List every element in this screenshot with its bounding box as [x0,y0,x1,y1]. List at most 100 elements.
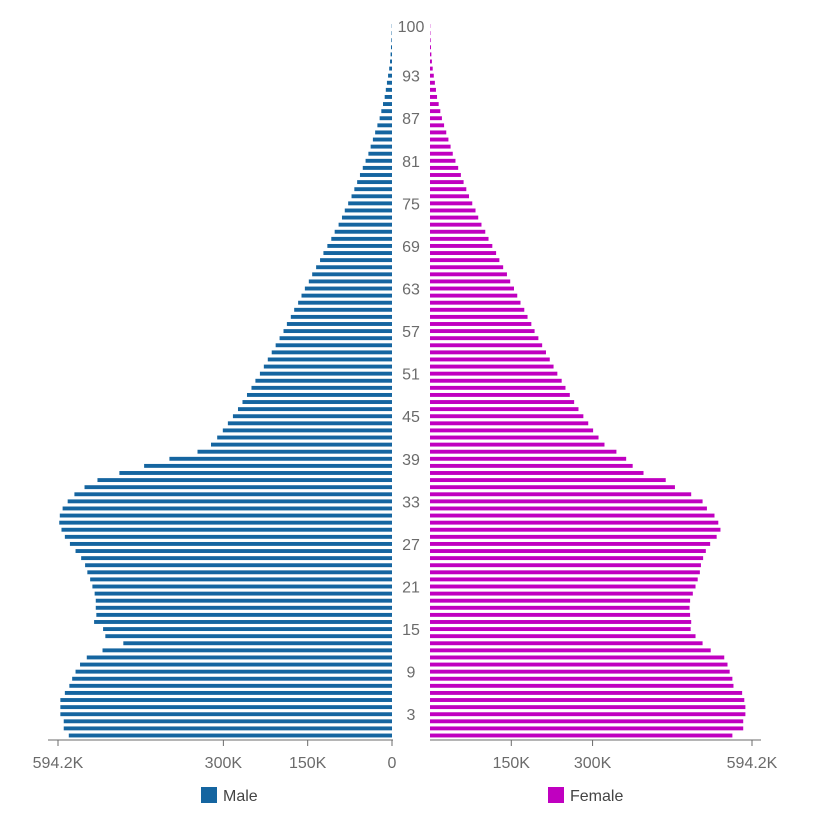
female-bar-age-92[interactable] [430,80,435,85]
female-bar-age-54[interactable] [430,350,546,355]
female-bar-age-74[interactable] [430,208,476,213]
female-bar-age-25[interactable] [430,556,704,561]
female-bar-age-83[interactable] [430,144,451,149]
female-bar-age-29[interactable] [430,527,721,532]
female-bar-age-71[interactable] [430,229,486,234]
male-bar-age-1[interactable] [63,726,392,731]
male-bar-age-56[interactable] [279,336,392,341]
male-bar-age-98[interactable] [391,38,392,43]
male-bar-age-59[interactable] [290,314,392,319]
male-bar-age-65[interactable] [312,272,392,277]
male-bar-age-73[interactable] [341,215,392,220]
male-bar-age-45[interactable] [232,414,392,419]
male-bar-age-51[interactable] [259,371,392,376]
male-bar-age-88[interactable] [381,109,392,114]
male-bar-age-97[interactable] [390,45,392,50]
legend-item-male[interactable]: Male [201,787,258,805]
male-bar-age-15[interactable] [103,627,392,632]
male-bar-age-27[interactable] [69,541,393,546]
male-bar-age-58[interactable] [286,322,392,326]
female-bar-age-86[interactable] [430,123,445,128]
female-bar-age-94[interactable] [430,66,433,71]
male-bar-age-24[interactable] [85,563,392,568]
female-bar-age-89[interactable] [430,102,439,106]
male-bar-age-78[interactable] [357,180,392,185]
female-bar-age-88[interactable] [430,109,441,114]
male-bar-age-22[interactable] [90,577,393,582]
legend-item-female[interactable]: Female [548,787,623,805]
male-bar-age-86[interactable] [377,123,392,128]
female-bar-age-7[interactable] [430,683,734,688]
male-bar-age-23[interactable] [87,570,392,575]
female-bar-age-77[interactable] [430,187,467,192]
male-bar-age-54[interactable] [271,350,392,355]
male-bar-age-62[interactable] [301,293,393,298]
female-bar-age-23[interactable] [430,570,700,575]
female-bar-age-98[interactable] [430,38,431,43]
female-bar-age-43[interactable] [430,428,594,433]
male-bar-age-66[interactable] [316,265,392,270]
female-bar-age-31[interactable] [430,513,715,518]
male-bar-age-75[interactable] [348,201,392,206]
male-bar-age-83[interactable] [370,144,392,149]
male-bar-age-42[interactable] [217,435,392,440]
female-bar-age-10[interactable] [430,662,728,667]
female-bar-age-55[interactable] [430,343,543,348]
male-bar-age-94[interactable] [389,66,392,71]
female-bar-age-46[interactable] [430,407,579,412]
male-bar-age-19[interactable] [95,598,393,603]
male-bar-age-13[interactable] [123,641,392,646]
male-bar-age-49[interactable] [251,385,392,390]
female-bar-age-34[interactable] [430,492,692,497]
male-bar-age-30[interactable] [59,520,393,525]
female-bar-age-2[interactable] [430,719,744,724]
female-bar-age-17[interactable] [430,612,691,617]
male-bar-age-52[interactable] [263,364,392,369]
female-bar-age-51[interactable] [430,371,558,376]
female-bar-age-50[interactable] [430,378,562,383]
male-bar-age-5[interactable] [60,698,393,702]
male-bar-age-63[interactable] [304,286,392,291]
female-bar-age-36[interactable] [430,478,666,483]
female-bar-age-61[interactable] [430,300,521,305]
female-bar-age-85[interactable] [430,130,447,135]
female-bar-age-95[interactable] [430,59,432,64]
male-bar-age-68[interactable] [323,251,392,255]
female-bar-age-90[interactable] [430,95,438,99]
female-bar-age-87[interactable] [430,116,442,121]
female-bar-age-72[interactable] [430,222,482,227]
male-bar-age-26[interactable] [75,549,392,553]
female-bar-age-39[interactable] [430,456,627,461]
male-bar-age-20[interactable] [94,591,393,596]
female-bar-age-44[interactable] [430,421,589,426]
male-bar-age-46[interactable] [237,407,392,412]
male-bar-age-32[interactable] [62,506,393,511]
male-bar-age-64[interactable] [308,279,392,284]
male-bar-age-11[interactable] [86,655,392,660]
male-bar-age-53[interactable] [267,357,392,362]
male-bar-age-21[interactable] [92,584,393,589]
female-bar-age-63[interactable] [430,286,514,291]
male-bar-age-76[interactable] [351,194,392,199]
male-bar-age-35[interactable] [84,485,392,490]
female-bar-age-14[interactable] [430,634,696,639]
male-bar-age-18[interactable] [95,605,393,610]
male-bar-age-28[interactable] [64,534,393,539]
female-bar-age-0[interactable] [430,733,733,738]
male-bar-age-81[interactable] [365,158,392,163]
female-bar-age-27[interactable] [430,541,711,546]
male-bar-age-71[interactable] [334,229,392,234]
male-bar-age-67[interactable] [320,258,392,263]
male-bar-age-87[interactable] [379,116,392,121]
female-bar-age-37[interactable] [430,471,644,475]
male-bar-age-60[interactable] [294,307,392,312]
male-bar-age-3[interactable] [60,712,393,717]
female-bar-age-1[interactable] [430,726,744,731]
female-bar-age-49[interactable] [430,385,566,390]
male-bar-age-16[interactable] [94,620,392,624]
female-bar-age-26[interactable] [430,549,706,553]
female-bar-age-52[interactable] [430,364,554,369]
female-bar-age-78[interactable] [430,180,464,185]
male-bar-age-77[interactable] [354,187,392,192]
male-bar-age-50[interactable] [255,378,392,383]
